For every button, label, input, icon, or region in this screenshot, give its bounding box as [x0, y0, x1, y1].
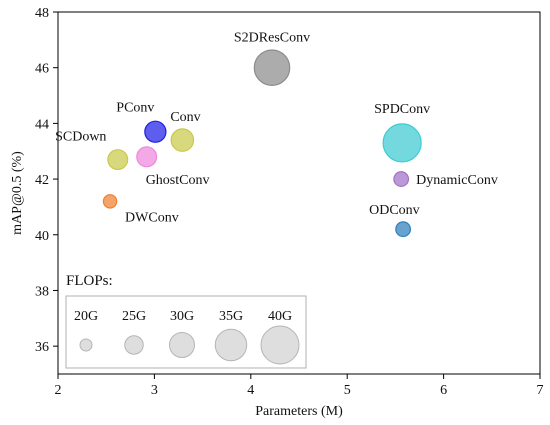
point-s2dresconv — [253, 49, 291, 86]
point-label-odconv: ODConv — [369, 203, 420, 218]
plot-frame — [57, 11, 541, 375]
y-tick-label: 46 — [35, 62, 49, 77]
y-tick-label: 36 — [35, 340, 49, 355]
y-tick-label: 44 — [35, 117, 49, 132]
point-label-dwconv: DWConv — [125, 210, 179, 225]
y-tick-label: 40 — [35, 229, 49, 244]
point-label-scdown: SCDown — [55, 130, 106, 145]
legend-size-marker — [214, 328, 248, 362]
x-tick-label: 4 — [247, 383, 254, 398]
point-label-ghostconv: GhostConv — [146, 173, 210, 188]
x-axis-label: Parameters (M) — [255, 404, 343, 419]
x-tick-label: 7 — [537, 383, 544, 398]
legend-entry-label: 30G — [170, 309, 194, 324]
data-points — [102, 49, 422, 238]
x-tick-label: 6 — [440, 383, 447, 398]
point-label-spdconv: SPDConv — [374, 102, 430, 117]
point-label-conv: Conv — [170, 110, 200, 125]
y-tick-label: 48 — [35, 6, 49, 21]
y-tick-label: 42 — [35, 173, 49, 188]
legend-items: 20G 25G 30G 35G 40G — [74, 309, 300, 365]
ticks: 2 3 4 5 6 7 36 38 40 42 44 46 48 — [35, 6, 544, 398]
point-label-pconv: PConv — [116, 101, 154, 116]
legend-title: FLOPs: — [66, 273, 113, 289]
point-conv — [170, 128, 195, 152]
point-pconv — [144, 120, 167, 143]
legend-size-marker — [124, 335, 144, 355]
point-label-s2dresconv: S2DResConv — [234, 31, 310, 46]
axes — [57, 11, 541, 375]
x-tick-label: 2 — [55, 383, 62, 398]
legend-size-marker — [169, 332, 195, 358]
x-tick-label: 3 — [151, 383, 158, 398]
legend-size-marker — [79, 338, 93, 352]
point-scdown — [107, 149, 129, 171]
legend-entry-label: 40G — [268, 309, 292, 324]
y-tick-label: 38 — [35, 284, 49, 299]
point-spdconv — [382, 123, 422, 163]
y-axis-label: mAP@0.5 (%) — [10, 151, 25, 235]
legend-entry-label: 35G — [219, 309, 243, 324]
x-tick-label: 5 — [344, 383, 351, 398]
point-dynamicconv — [393, 171, 410, 187]
legend-size-marker — [260, 325, 300, 365]
point-dwconv — [102, 194, 118, 209]
legend-entry-label: 20G — [74, 309, 98, 324]
legend-entry-label: 25G — [122, 309, 146, 324]
point-labels: S2DResConv SPDConv PConv Conv SCDown GhostCon… — [55, 31, 498, 226]
point-ghostconv — [136, 146, 158, 168]
point-odconv — [395, 221, 412, 238]
point-label-dynamicconv: DynamicConv — [416, 173, 498, 188]
